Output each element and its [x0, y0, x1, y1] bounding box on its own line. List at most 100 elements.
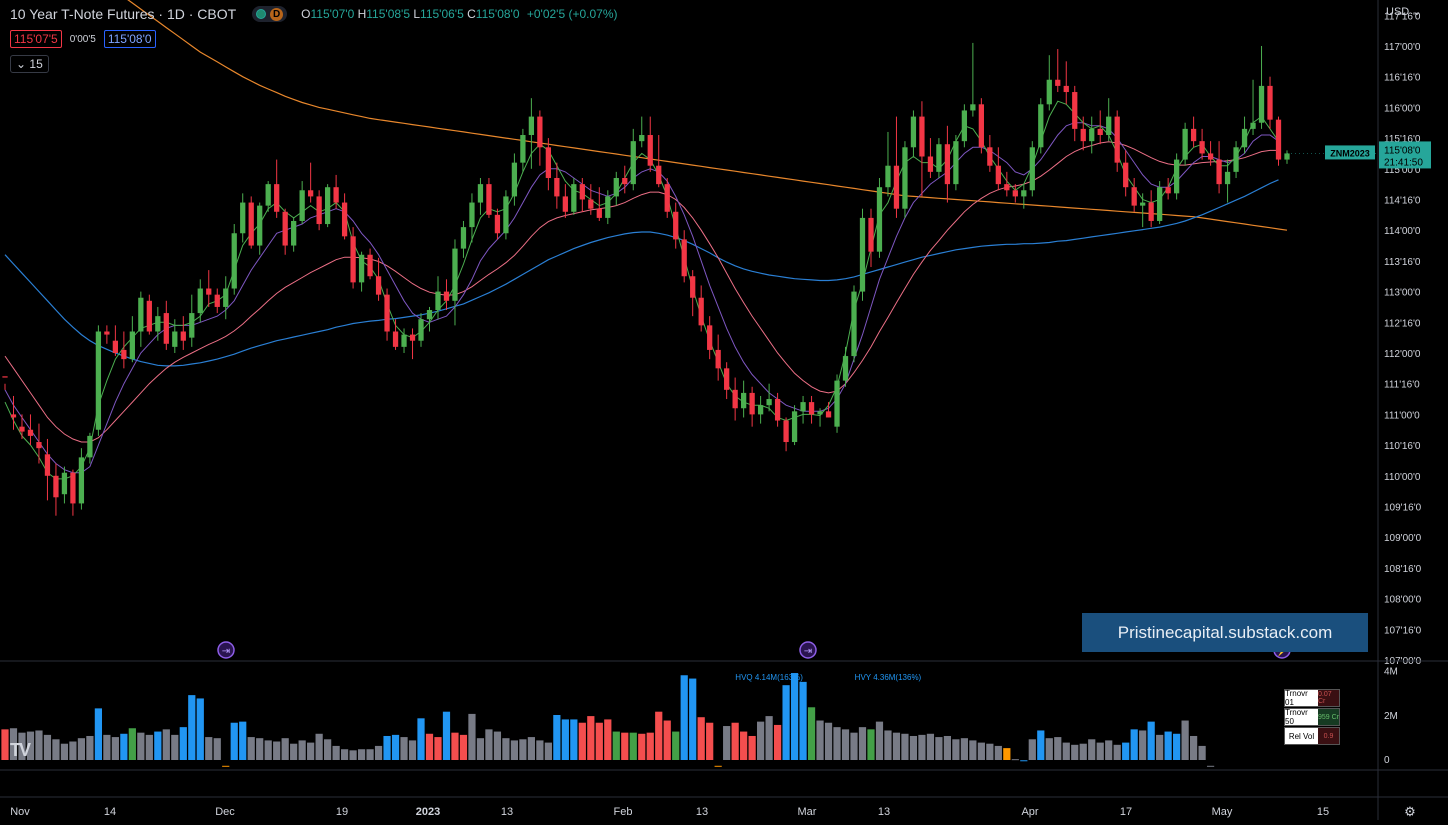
volume-bar	[18, 732, 26, 760]
volume-bar	[714, 765, 722, 767]
indicator-count: 15	[29, 57, 43, 71]
candle-body	[1148, 202, 1154, 221]
candle-body	[859, 217, 866, 292]
dividend-event-icon	[217, 641, 235, 659]
volume-bar	[1147, 721, 1155, 760]
candle-body	[1123, 162, 1129, 188]
row-label: Rel Vol	[1285, 728, 1318, 744]
volume-bar	[502, 738, 510, 760]
volume-bar	[374, 745, 383, 760]
candle-body	[460, 227, 467, 249]
volume-bar	[1173, 733, 1181, 760]
volume-bar	[145, 734, 153, 760]
volume-bar	[748, 735, 756, 760]
volume-bar	[731, 722, 739, 760]
high-value: 115'08'5	[366, 7, 410, 21]
volume-bar	[179, 727, 187, 760]
candle-body	[44, 454, 51, 476]
candle-body	[78, 457, 85, 504]
volume-bar	[111, 737, 119, 760]
time-axis-label: 13	[696, 806, 708, 818]
volume-bar	[1130, 729, 1138, 760]
candle-body	[1224, 171, 1231, 185]
volume-bar	[137, 732, 145, 760]
open-key: O	[301, 7, 311, 21]
volume-bar	[595, 722, 603, 760]
candle-body	[1131, 187, 1137, 206]
candle-body	[1021, 190, 1027, 197]
candle-body	[970, 104, 976, 111]
table-row: Trnovr 01 0.07 Cr	[1284, 689, 1340, 707]
volume-bar	[340, 749, 349, 760]
volume-bar	[833, 727, 841, 760]
high-key: H	[357, 7, 367, 21]
candle-body	[774, 399, 781, 421]
volume-bar	[1105, 740, 1113, 760]
buy-button[interactable]: 115'08'0	[103, 30, 156, 48]
volume-bar	[366, 749, 374, 760]
candle-body	[851, 291, 857, 357]
volume-bar	[408, 740, 417, 760]
candle-body	[1233, 147, 1239, 172]
volume-bar	[1190, 735, 1198, 760]
volume-bar	[247, 737, 255, 760]
low-value: 115'06'5	[420, 7, 464, 21]
volume-bar	[765, 716, 773, 760]
candle-body	[1157, 187, 1163, 221]
volume-bar	[1, 729, 9, 760]
indicators-toggle-button[interactable]: ⌄ 15	[10, 55, 49, 73]
chart-header: 10 Year T-Note Futures · 1D · CBOT D O 11…	[10, 6, 618, 22]
candle-body	[477, 184, 484, 203]
volume-bar	[162, 729, 170, 760]
tradingview-logo[interactable]: TV	[10, 740, 31, 760]
candle-body	[409, 334, 416, 341]
candle-body	[1207, 153, 1214, 160]
countdown-value: 21:41:50	[1384, 157, 1423, 168]
candle-body	[61, 472, 68, 495]
candle-body	[571, 184, 577, 212]
price-axis-label: 111'16'0	[1384, 380, 1420, 391]
price-axis-label: 113'00'0	[1384, 288, 1421, 299]
candle-body	[987, 147, 993, 166]
candle-body	[698, 297, 704, 326]
candle-body	[673, 211, 679, 240]
volume-bar	[570, 719, 578, 760]
symbol-title[interactable]: 10 Year T-Note Futures · 1D · CBOT	[10, 6, 237, 22]
candle-body	[384, 294, 390, 332]
volume-bar	[1206, 765, 1215, 767]
volume-bar	[103, 734, 111, 760]
currency-selector[interactable]: USD ⌄	[1386, 5, 1422, 18]
volume-bar	[578, 722, 586, 760]
spread-value: 0'00'5	[69, 33, 96, 45]
volume-bar	[1020, 760, 1028, 762]
candle-body	[257, 205, 263, 246]
market-status-pill[interactable]: D	[252, 6, 288, 22]
volume-bar	[706, 722, 714, 760]
candle-body	[588, 199, 594, 209]
volume-bar	[357, 749, 366, 760]
candle-body	[1089, 128, 1095, 142]
candle-body	[622, 177, 628, 185]
row-label: Trnovr 50	[1285, 708, 1318, 726]
price-axis-label: 114'00'0	[1384, 226, 1421, 237]
volume-bar	[264, 740, 272, 760]
candle-body	[656, 165, 662, 185]
volume-bar	[977, 742, 985, 760]
candle-body	[494, 214, 501, 234]
candle-body	[104, 331, 110, 335]
candle-body	[562, 196, 568, 212]
candle-body	[1165, 187, 1171, 194]
volume-bar	[1071, 744, 1079, 760]
sell-button[interactable]: 115'07'5	[10, 30, 62, 48]
price-axis-label: 107'16'0	[1384, 625, 1422, 636]
time-axis-label: May	[1212, 806, 1233, 818]
volume-bar	[35, 730, 43, 760]
time-axis-label: 19	[336, 806, 348, 818]
volume-bar	[425, 733, 434, 760]
candle-body	[902, 147, 908, 209]
volume-bar	[892, 732, 901, 760]
price-axis-label: 111'00'0	[1384, 410, 1420, 421]
row-value: 959 Cr	[1318, 709, 1339, 725]
